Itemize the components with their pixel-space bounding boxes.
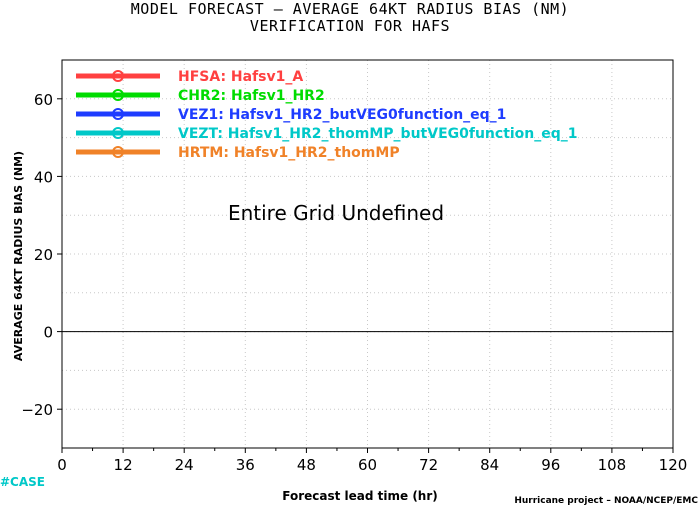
x-tick-label: 96 (541, 456, 560, 474)
legend-marker (112, 89, 124, 101)
y-tick-label: −20 (21, 401, 53, 419)
x-tick-label: 24 (175, 456, 194, 474)
legend-entry: VEZ1: Hafsv1_HR2_butVEG0function_eq_1 (178, 107, 506, 123)
y-tick-label: 60 (34, 91, 53, 109)
chart-title: MODEL FORECAST – AVERAGE 64KT RADIUS BIA… (130, 0, 570, 18)
case-label: #CASE (0, 475, 45, 489)
legend-marker (112, 146, 124, 158)
x-axis: 0 12 24 36 48 60 72 84 96 108 120 (57, 448, 687, 474)
legend-entry: HFSA: Hafsv1_A (178, 69, 303, 85)
credit-text: Hurricane project – NOAA/NCEP/EMC (514, 496, 698, 506)
y-tick-label: 0 (43, 324, 53, 342)
legend-marker (112, 108, 124, 120)
x-tick-label: 0 (57, 456, 67, 474)
x-tick-label: 84 (480, 456, 499, 474)
y-tick-label: 40 (34, 168, 53, 186)
chart-subtitle: VERIFICATION FOR HAFS (249, 17, 451, 35)
x-tick-label: 108 (598, 456, 627, 474)
x-tick-label: 60 (358, 456, 377, 474)
x-tick-label: 36 (236, 456, 255, 474)
legend-marker (112, 70, 124, 82)
y-tick-label: 20 (34, 246, 53, 264)
x-tick-label: 12 (114, 456, 133, 474)
legend-entry: VEZT: Hafsv1_HR2_thomMP_butVEG0function_… (178, 126, 578, 142)
legend-entry: HRTM: Hafsv1_HR2_thomMP (178, 145, 400, 161)
x-tick-label: 72 (419, 456, 438, 474)
y-axis-label: AVERAGE 64KT RADIUS BIAS (NM) (12, 151, 25, 361)
legend-marker (112, 127, 124, 139)
legend-entry: CHR2: Hafsv1_HR2 (178, 88, 325, 104)
y-axis: −20 0 20 40 60 (21, 91, 62, 419)
legend: HFSA: Hafsv1_A CHR2: Hafsv1_HR2 VEZ1: Hafs… (76, 69, 578, 161)
x-tick-label: 48 (297, 456, 316, 474)
undefined-annotation: Entire Grid Undefined (228, 201, 444, 225)
x-axis-label: Forecast lead time (hr) (282, 489, 438, 503)
x-tick-label: 120 (659, 456, 688, 474)
